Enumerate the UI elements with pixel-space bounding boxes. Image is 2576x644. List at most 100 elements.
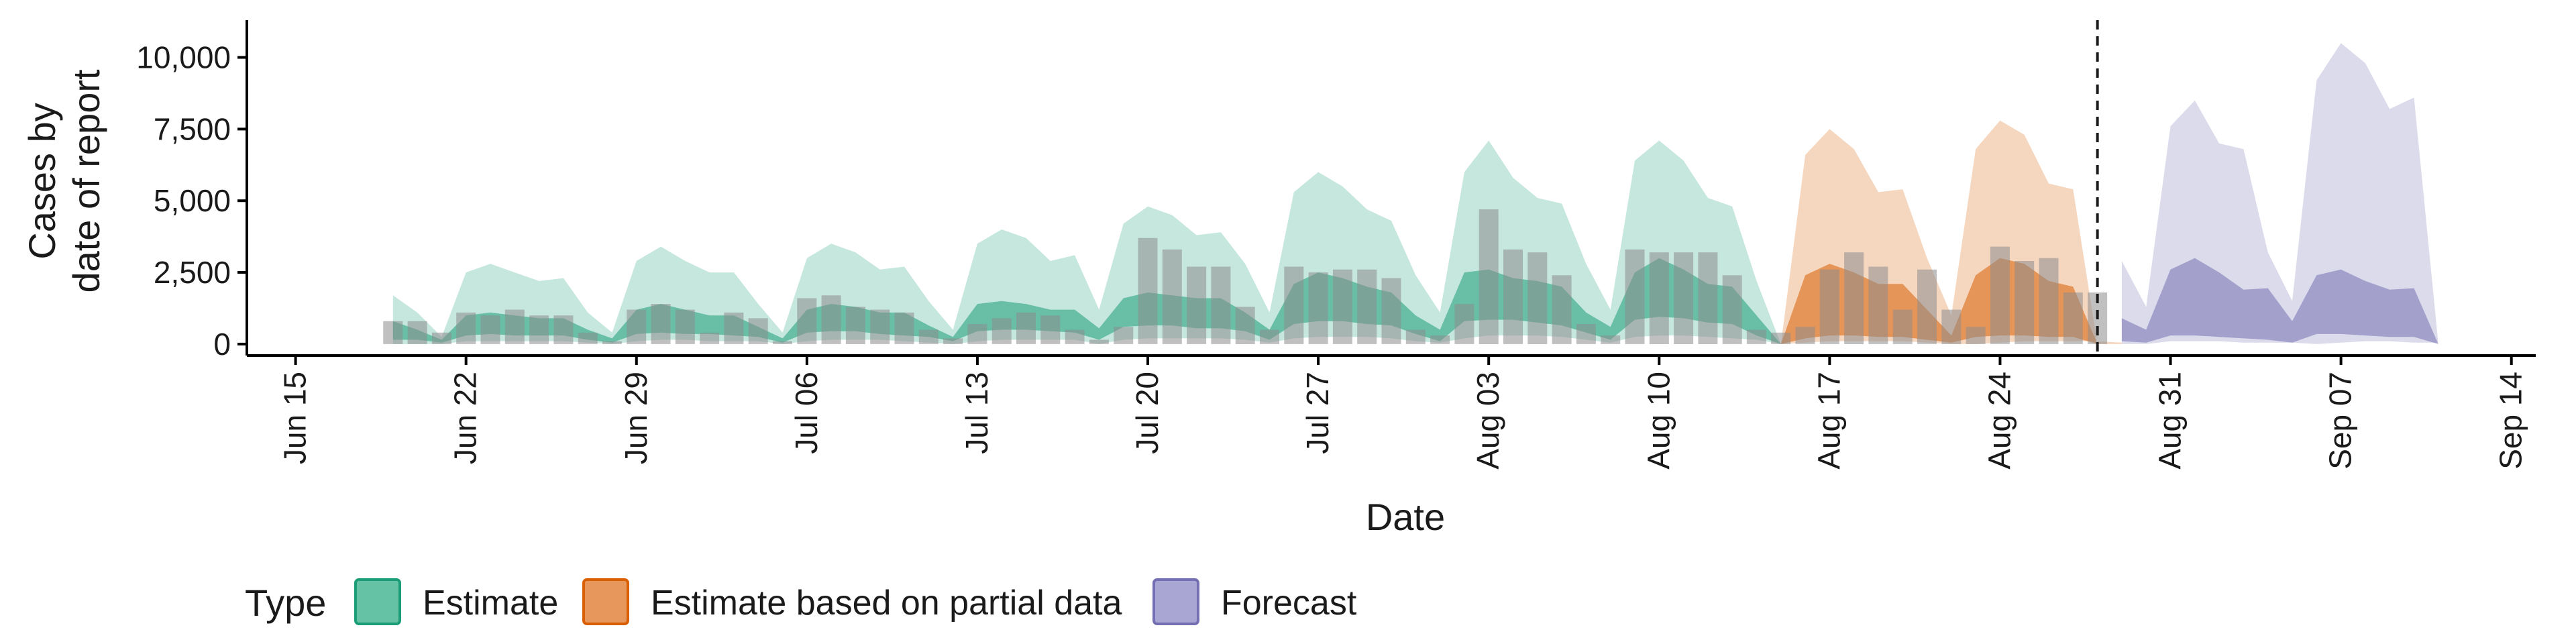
- y-tick-label: 7,500: [154, 111, 231, 146]
- y-tick-label: 10,000: [136, 40, 231, 75]
- y-axis-ticks: 0 2,500 5,000 7,500 10,000: [136, 40, 247, 362]
- observed-bar: [894, 312, 914, 344]
- observed-bar: [1430, 335, 1450, 344]
- observed-bar: [991, 318, 1012, 344]
- x-tick-label: Aug 17: [1811, 372, 1846, 470]
- observed-bar: [480, 315, 500, 344]
- observed-bar: [1941, 309, 1962, 344]
- observed-bar: [1357, 269, 1377, 344]
- legend-swatch: [354, 578, 401, 625]
- observed-bar: [1674, 252, 1694, 344]
- observed-bar: [407, 321, 427, 344]
- y-axis-label-line-2: date of report: [65, 69, 107, 293]
- observed-bar: [1162, 249, 1182, 344]
- x-axis-ticks: Jun 15 Jun 22 Jun 29 Jul 06 Jul 13 Jul 20 Jul …: [278, 356, 2528, 470]
- observed-bar: [2063, 292, 2083, 344]
- observed-bar: [1332, 269, 1352, 344]
- observed-bar: [1917, 269, 1937, 344]
- observed-bar: [1868, 266, 1888, 344]
- observed-bar: [1746, 329, 1766, 344]
- x-tick-label: Aug 10: [1641, 372, 1676, 470]
- x-tick-label: Jun 15: [278, 372, 313, 464]
- y-axis-label-line-1: Cases by: [21, 103, 63, 259]
- observed-bar: [456, 312, 476, 344]
- legend-swatch: [1152, 578, 1199, 625]
- observed-bar: [748, 318, 768, 344]
- legend-label: Forecast: [1221, 584, 1357, 623]
- legend-swatch: [582, 578, 629, 625]
- x-tick-label: Jul 20: [1130, 372, 1165, 454]
- observed-bar: [1771, 332, 1791, 344]
- observed-bar: [651, 304, 671, 344]
- observed-bar: [1405, 329, 1426, 344]
- observed-bar: [529, 315, 549, 344]
- estimate-based-on-partial-data-50-band: [1780, 258, 2122, 344]
- observed-bar: [1795, 327, 1815, 344]
- x-tick-label: Aug 03: [1470, 372, 1505, 470]
- y-tick-label: 2,500: [154, 255, 231, 290]
- observed-bar: [1698, 252, 1718, 344]
- x-tick-label: Jun 29: [619, 372, 653, 464]
- observed-bar: [1625, 249, 1645, 344]
- observed-bar: [870, 309, 890, 344]
- x-axis-label: Date: [1366, 496, 1445, 538]
- y-tick-label: 5,000: [154, 183, 231, 218]
- observed-bar: [1381, 278, 1401, 344]
- observed-bar: [1552, 275, 1572, 344]
- x-tick-label: Jul 13: [959, 372, 994, 454]
- observed-bar: [1527, 252, 1548, 344]
- observed-bar: [431, 332, 451, 344]
- observed-bar: [1503, 249, 1523, 344]
- observed-bar: [504, 309, 525, 344]
- legend-title: Type: [245, 582, 326, 624]
- observed-bar: [1966, 327, 1986, 344]
- forecast-50-band: [2121, 258, 2438, 344]
- observed-bar: [1235, 307, 1255, 344]
- observed-bar: [700, 332, 720, 344]
- plot-area: [383, 20, 2438, 356]
- observed-bar: [675, 309, 695, 344]
- observed-bar: [1576, 324, 1596, 344]
- observed-bar: [1454, 304, 1474, 344]
- observed-bar: [1722, 275, 1742, 344]
- observed-bar: [797, 298, 817, 344]
- observed-bar: [383, 321, 403, 344]
- x-tick-label: Jul 27: [1300, 372, 1335, 454]
- observed-bar: [1114, 327, 1134, 344]
- legend-label: Estimate: [423, 584, 558, 623]
- observed-bar: [1308, 272, 1328, 344]
- observed-bar: [1187, 266, 1207, 344]
- observed-bar: [1649, 252, 1669, 344]
- observed-bar: [1016, 312, 1036, 344]
- observed-bar: [602, 341, 622, 344]
- observed-bar: [627, 309, 647, 344]
- observed-bar: [943, 338, 963, 344]
- observed-bar: [1892, 309, 1913, 344]
- observed-bar: [1065, 329, 1085, 344]
- observed-bar: [1601, 335, 1621, 344]
- observed-bar: [1819, 269, 1839, 344]
- chart-bands: [392, 43, 2438, 344]
- legend: Type Estimate Estimate based on partial d…: [245, 578, 1357, 625]
- observed-bar: [2015, 261, 2035, 344]
- observed-bar: [1844, 252, 1864, 344]
- x-tick-label: Aug 24: [1982, 372, 2017, 470]
- observed-bar: [1260, 329, 1279, 344]
- observed-bar: [845, 307, 865, 344]
- y-axis-label: Cases by date of report: [21, 69, 107, 293]
- x-tick-label: Sep 07: [2323, 372, 2358, 470]
- x-tick-label: Sep 14: [2493, 372, 2528, 470]
- observed-bar: [724, 312, 744, 344]
- observed-bar: [2039, 258, 2059, 344]
- observed-bar: [1089, 339, 1109, 344]
- observed-bar: [1990, 246, 2010, 344]
- observed-bar: [1479, 209, 1499, 344]
- observed-bar: [773, 341, 792, 344]
- legend-label: Estimate based on partial data: [651, 584, 1122, 623]
- x-tick-label: Jun 22: [448, 372, 483, 464]
- x-tick-label: Aug 31: [2153, 372, 2188, 470]
- observed-bar: [967, 324, 987, 344]
- observed-bar: [918, 329, 938, 344]
- observed-bar: [578, 332, 598, 344]
